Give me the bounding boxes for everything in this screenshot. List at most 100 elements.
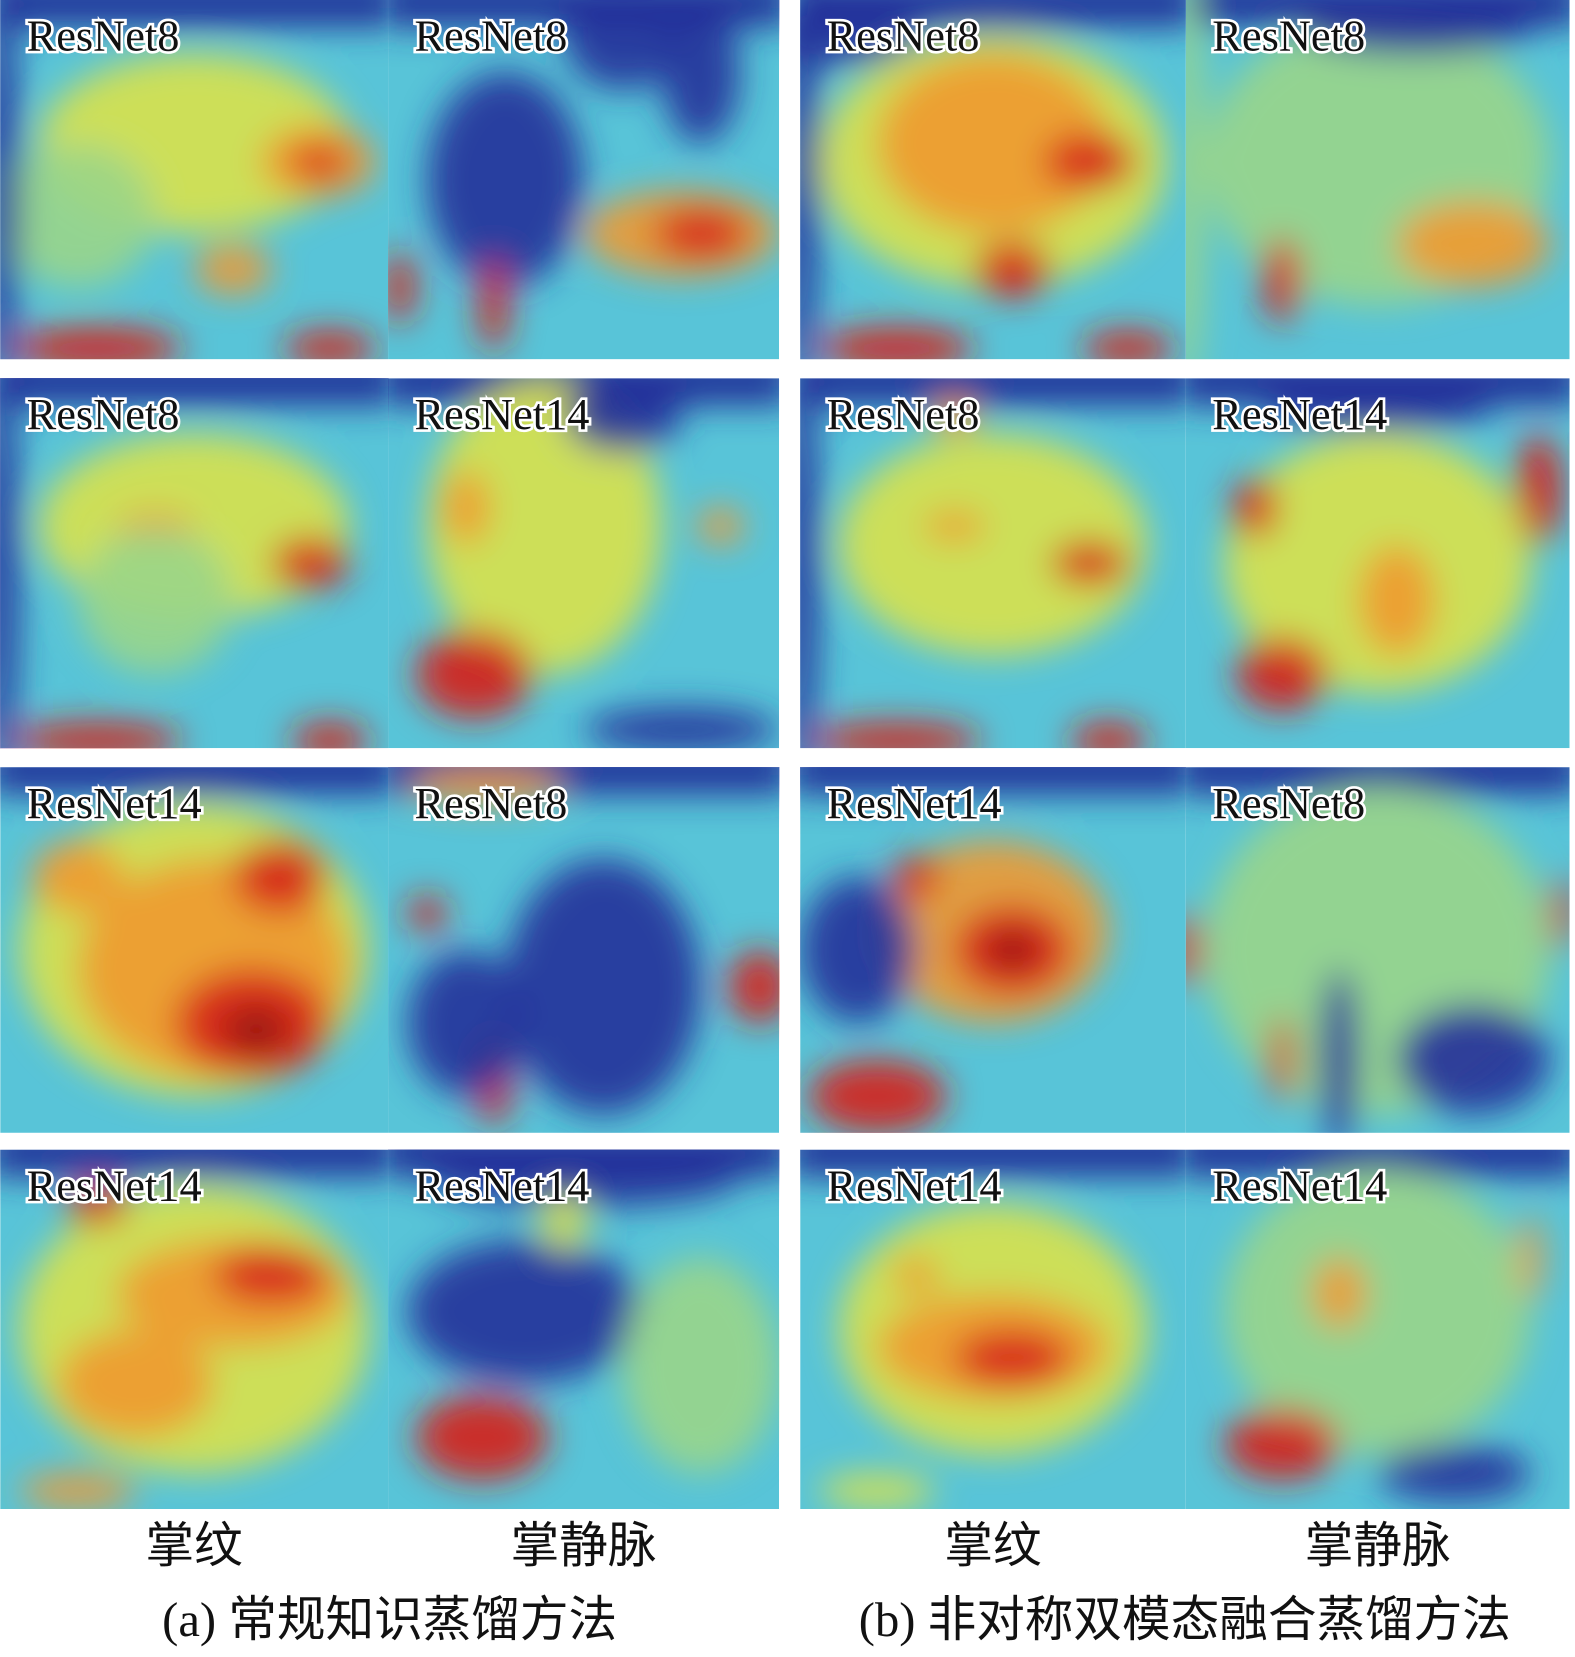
heatmap-blob — [11, 722, 183, 749]
heatmap-blob — [58, 1329, 214, 1438]
heatmap-blob — [0, 378, 20, 749]
heatmap-tile — [388, 767, 780, 1133]
heatmap-blob — [1396, 1004, 1551, 1115]
heatmap-edge — [800, 378, 1186, 405]
model-label: ResNet14 — [27, 1160, 202, 1210]
heatmap-tile — [0, 767, 389, 1133]
heatmap-blob — [877, 53, 1109, 234]
heatmap-layer — [388, 0, 780, 353]
heatmap-blob — [838, 433, 1148, 656]
heatmap-layer — [1185, 378, 1570, 712]
heatmap-blob — [291, 722, 369, 749]
heatmap-edge — [800, 767, 1186, 794]
heatmap-blob — [407, 767, 564, 804]
heatmap-layer — [800, 1149, 1186, 1510]
heatmap-blob — [661, 0, 740, 144]
column-label: 掌纹 — [944, 1519, 1041, 1573]
heatmap-blob — [1043, 132, 1136, 191]
heatmap-blob — [1312, 1257, 1367, 1330]
heatmap-blob — [477, 258, 510, 353]
model-label: ResNet8 — [827, 389, 980, 439]
heatmap-blob — [505, 858, 701, 1115]
heatmap-tile — [1185, 378, 1570, 749]
heatmap-layer — [0, 767, 389, 1097]
heatmap-blob — [954, 1329, 1071, 1387]
heatmap-blob — [800, 876, 916, 1024]
heatmap-blob — [1235, 637, 1328, 712]
heatmap-layer — [388, 1149, 780, 1481]
heatmap-layer — [800, 378, 1186, 749]
heatmap-blob — [696, 507, 744, 545]
panel-caption: (b) 非对称双模态融合蒸馏方法 — [859, 1593, 1511, 1647]
heatmap-blob — [388, 251, 416, 324]
heatmap-tile — [1185, 767, 1570, 1133]
heatmap-layer — [1185, 1149, 1570, 1502]
heatmap-layer — [0, 1149, 389, 1510]
heatmap-tile — [388, 0, 780, 360]
heatmap-blob — [427, 71, 584, 288]
heatmap-tile — [800, 1149, 1186, 1510]
heatmap-blob — [1224, 1167, 1532, 1456]
heatmap-blob — [622, 1257, 780, 1474]
heatmap-tile — [388, 1149, 780, 1510]
heatmap-blob — [1262, 385, 1493, 431]
heatmap-blob — [819, 326, 974, 360]
heatmap-tile — [800, 378, 1186, 749]
heatmap-blob — [427, 1149, 740, 1208]
heatmap-blob — [66, 1182, 129, 1226]
heatmap-blob — [271, 537, 350, 590]
heatmap-layer — [0, 378, 389, 749]
heatmap-blob — [1270, 1015, 1294, 1104]
column-label: 掌纹 — [146, 1519, 243, 1573]
heatmap-blob — [1300, 3, 1532, 54]
heatmap-layer — [0, 0, 389, 360]
heatmap-blob — [1081, 330, 1175, 360]
heatmap-blob — [892, 854, 940, 899]
heatmap-blob — [77, 526, 233, 675]
heatmap-tile — [0, 1149, 389, 1510]
heatmap-tile — [0, 378, 389, 749]
heatmap-tile — [1185, 1149, 1570, 1510]
heatmap-edge — [0, 1149, 389, 1177]
heatmap-blob — [291, 143, 346, 180]
heatmap-blob — [225, 1008, 288, 1053]
heatmap-blob — [892, 1257, 940, 1294]
heatmap-blob — [1320, 968, 1359, 1133]
heatmap-blob — [800, 7, 916, 65]
heatmap-blob — [811, 722, 982, 749]
heatmap-blob — [973, 240, 1051, 299]
heatmap-blob — [0, 143, 156, 288]
model-label: ResNet8 — [414, 778, 567, 828]
heatmap-tile — [800, 767, 1186, 1133]
model-label: ResNet8 — [827, 11, 980, 61]
heatmap-blob — [1185, 913, 1202, 987]
model-label: ResNet14 — [414, 389, 589, 439]
heatmap-blob — [583, 707, 780, 749]
heatmap-blob — [931, 396, 978, 434]
model-label: ResNet14 — [414, 1160, 589, 1210]
heatmap-blob — [807, 1059, 947, 1133]
heatmap-blob — [1231, 478, 1278, 538]
heatmap-tile — [0, 0, 389, 360]
heatmap-blob — [540, 1192, 588, 1251]
heatmap-blob — [407, 950, 525, 1097]
heatmap-tile — [388, 378, 780, 749]
heatmap-layer — [388, 767, 780, 1126]
model-label: ResNet14 — [827, 778, 1002, 828]
heatmap-blob — [819, 1473, 936, 1510]
heatmap-blob — [11, 326, 183, 360]
heatmap-layer — [800, 0, 1186, 360]
heatmap-blob — [31, 840, 125, 914]
model-label: ResNet14 — [1212, 1160, 1387, 1210]
model-label: ResNet8 — [414, 11, 567, 61]
heatmap-tile — [800, 0, 1186, 360]
panel-caption: (a) 常规知识蒸馏方法 — [162, 1593, 617, 1647]
heatmap-blob — [800, 0, 820, 360]
heatmap-blob — [1550, 876, 1570, 951]
model-label: ResNet8 — [1212, 778, 1365, 828]
column-label: 掌静脉 — [1305, 1519, 1451, 1573]
heatmap-blob — [194, 244, 272, 295]
heatmap-edge — [0, 767, 389, 794]
heatmap-edge — [800, 1149, 1186, 1177]
